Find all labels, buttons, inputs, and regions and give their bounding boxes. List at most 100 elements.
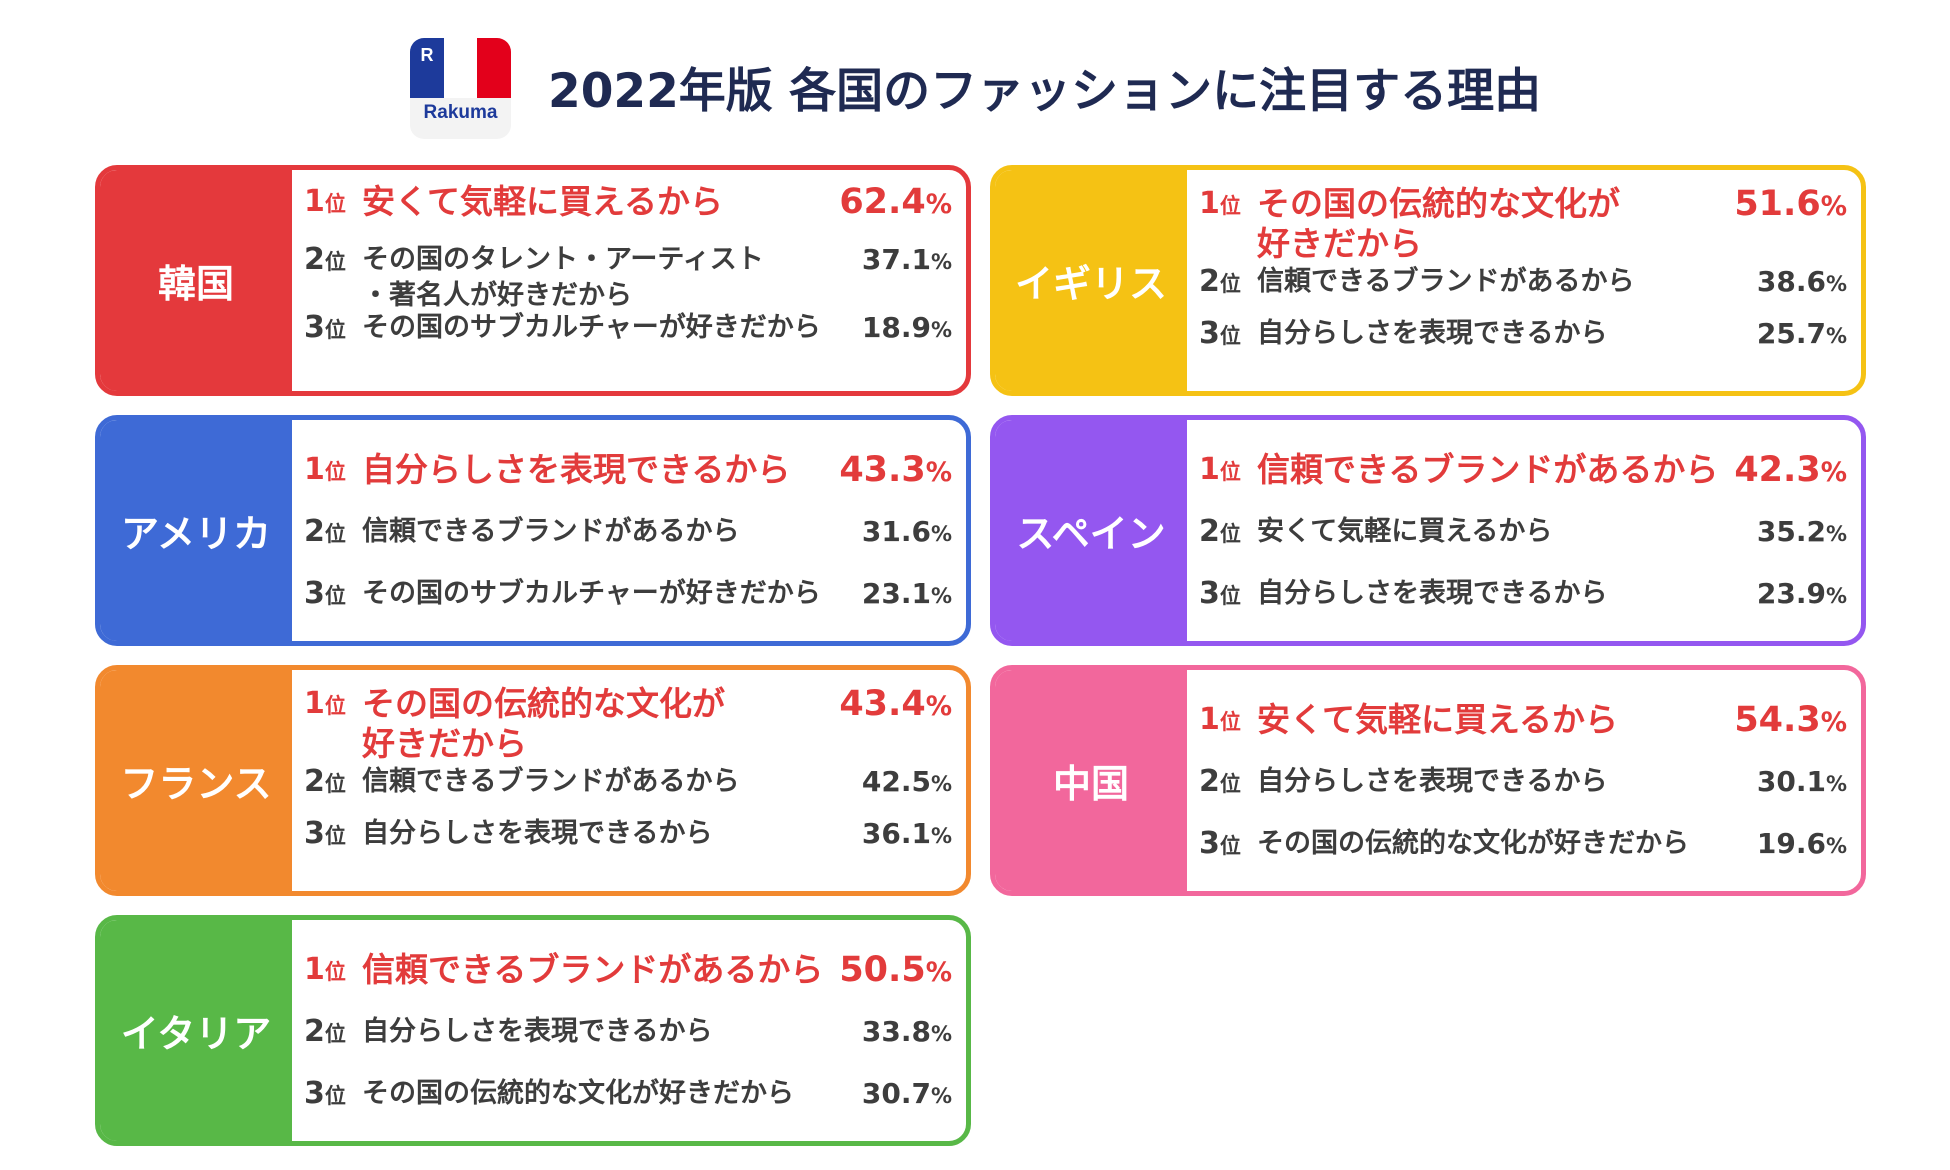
- percentage-unit: %: [925, 190, 952, 220]
- country-card: フランス 1位 その国の伝統的な文化が 好きだから 43.4% 2位 信頼できるブランドが…: [95, 665, 971, 896]
- rank-suffix: 位: [324, 772, 346, 796]
- reason-text: その国のサブカルチャーが好きだから: [362, 578, 821, 609]
- rank-number: 3位: [1199, 316, 1255, 356]
- percentage-value: 30.1%: [1757, 764, 1847, 802]
- reason-text: 信頼できるブランドがあるから: [1257, 450, 1719, 489]
- percentage-value: 54.3%: [1734, 700, 1847, 743]
- rank-number: 1位: [1199, 700, 1255, 744]
- reason-text: 信頼できるブランドがあるから: [362, 950, 824, 989]
- ranking-rows: 1位 その国の伝統的な文化が 好きだから 43.4% 2位 信頼できるブランドがあるから…: [292, 670, 966, 891]
- country-card: 中国 1位 安くて気軽に買えるから 54.3% 2位 自分らしさを表現できるから 30.1%…: [990, 665, 1866, 896]
- rank-number: 2位: [304, 764, 360, 804]
- rank-digit: 2: [1199, 514, 1220, 549]
- rank-number: 3位: [304, 1076, 360, 1116]
- percentage-value: 23.1%: [862, 576, 952, 614]
- rank-number: 2位: [1199, 514, 1255, 554]
- flag-blue-stripe: [410, 38, 444, 98]
- reason-text: 自分らしさを表現できるから: [362, 450, 791, 489]
- percentage-value: 23.9%: [1757, 576, 1847, 614]
- reason-text: 自分らしさを表現できるから: [362, 818, 713, 849]
- reason-text: 安くて気軽に買えるから: [1257, 700, 1619, 739]
- reason-text: 自分らしさを表現できるから: [1257, 318, 1608, 349]
- reason-text: 安くて気軽に買えるから: [1257, 516, 1553, 547]
- country-label: イギリス: [995, 170, 1187, 391]
- country-card: イギリス 1位 その国の伝統的な文化が 好きだから 51.6% 2位 信頼できるブランドが…: [990, 165, 1866, 396]
- rank-number: 3位: [304, 816, 360, 856]
- rank-suffix: 位: [1219, 834, 1241, 858]
- rank-suffix: 位: [324, 1084, 346, 1108]
- percentage-number: 36.1: [861, 817, 931, 850]
- rakuma-logo: R Rakuma: [410, 38, 511, 139]
- rank-digit: 1: [304, 452, 325, 487]
- rank-number: 2位: [1199, 764, 1255, 804]
- percentage-number: 51.6: [1734, 184, 1821, 224]
- rank-digit: 3: [304, 576, 325, 611]
- rank-suffix: 位: [324, 192, 346, 216]
- percentage-number: 37.1: [861, 243, 931, 276]
- logo-brand-text: Rakuma: [423, 102, 498, 123]
- percentage-value: 30.7%: [862, 1076, 952, 1114]
- rank-number: 3位: [1199, 826, 1255, 866]
- rank-suffix: 位: [1219, 522, 1241, 546]
- rank-number: 1位: [304, 450, 360, 494]
- rank-digit: 1: [304, 184, 325, 219]
- percentage-number: 43.4: [839, 684, 926, 724]
- percentage-number: 25.7: [1756, 317, 1826, 350]
- percentage-value: 33.8%: [862, 1014, 952, 1052]
- rank-suffix: 位: [1219, 324, 1241, 348]
- percentage-value: 38.6%: [1757, 264, 1847, 302]
- percentage-number: 19.6: [1756, 827, 1826, 860]
- country-card: アメリカ 1位 自分らしさを表現できるから 43.3% 2位 信頼できるブランドがあるから…: [95, 415, 971, 646]
- rank-number: 1位: [304, 684, 360, 728]
- percentage-value: 31.6%: [862, 514, 952, 552]
- rank-digit: 2: [304, 1014, 325, 1049]
- percentage-unit: %: [1825, 584, 1847, 608]
- rank-number: 3位: [304, 576, 360, 616]
- country-card: イタリア 1位 信頼できるブランドがあるから 50.5% 2位 自分らしさを表現できるから…: [95, 915, 971, 1146]
- percentage-unit: %: [930, 522, 952, 546]
- rank-suffix: 位: [324, 694, 346, 718]
- rank-digit: 3: [304, 816, 325, 851]
- percentage-value: 62.4%: [839, 182, 952, 225]
- rank-digit: 2: [304, 514, 325, 549]
- percentage-number: 62.4: [839, 182, 926, 222]
- percentage-unit: %: [1825, 324, 1847, 348]
- rank-suffix: 位: [324, 824, 346, 848]
- reason-text: その国の伝統的な文化が好きだから: [1257, 828, 1689, 859]
- percentage-number: 43.3: [839, 450, 926, 490]
- ranking-rows: 1位 安くて気軽に買えるから 62.4% 2位 その国のタレント・アーティスト ・著名人…: [292, 170, 966, 391]
- percentage-number: 30.1: [1756, 765, 1826, 798]
- ranking-rows: 1位 安くて気軽に買えるから 54.3% 2位 自分らしさを表現できるから 30.1% 3位…: [1187, 670, 1861, 891]
- rank-number: 3位: [304, 310, 360, 350]
- rank-digit: 1: [1199, 452, 1220, 487]
- rank-suffix: 位: [1219, 584, 1241, 608]
- percentage-value: 43.3%: [839, 450, 952, 493]
- percentage-unit: %: [1825, 272, 1847, 296]
- percentage-unit: %: [925, 958, 952, 988]
- country-label: 中国: [995, 670, 1187, 891]
- rank-number: 1位: [1199, 184, 1255, 228]
- rank-digit: 3: [1199, 576, 1220, 611]
- percentage-value: 35.2%: [1757, 514, 1847, 552]
- rank-suffix: 位: [1219, 272, 1241, 296]
- reason-text: 自分らしさを表現できるから: [362, 1016, 713, 1047]
- percentage-value: 37.1%: [862, 242, 952, 280]
- percentage-unit: %: [925, 458, 952, 488]
- rank-digit: 1: [304, 952, 325, 987]
- percentage-unit: %: [925, 692, 952, 722]
- rank-suffix: 位: [324, 960, 346, 984]
- percentage-number: 18.9: [861, 311, 931, 344]
- rank-digit: 2: [1199, 264, 1220, 299]
- rank-digit: 1: [1199, 186, 1220, 221]
- rank-number: 1位: [304, 182, 360, 226]
- reason-text: その国の伝統的な文化が 好きだから: [362, 684, 725, 763]
- rank-suffix: 位: [324, 584, 346, 608]
- percentage-number: 38.6: [1756, 265, 1826, 298]
- logo-r-mark: R: [420, 45, 434, 65]
- rank-suffix: 位: [1219, 194, 1241, 218]
- rank-suffix: 位: [324, 250, 346, 274]
- rank-number: 2位: [304, 514, 360, 554]
- rank-digit: 1: [304, 686, 325, 721]
- percentage-unit: %: [1820, 708, 1847, 738]
- percentage-value: 42.5%: [862, 764, 952, 802]
